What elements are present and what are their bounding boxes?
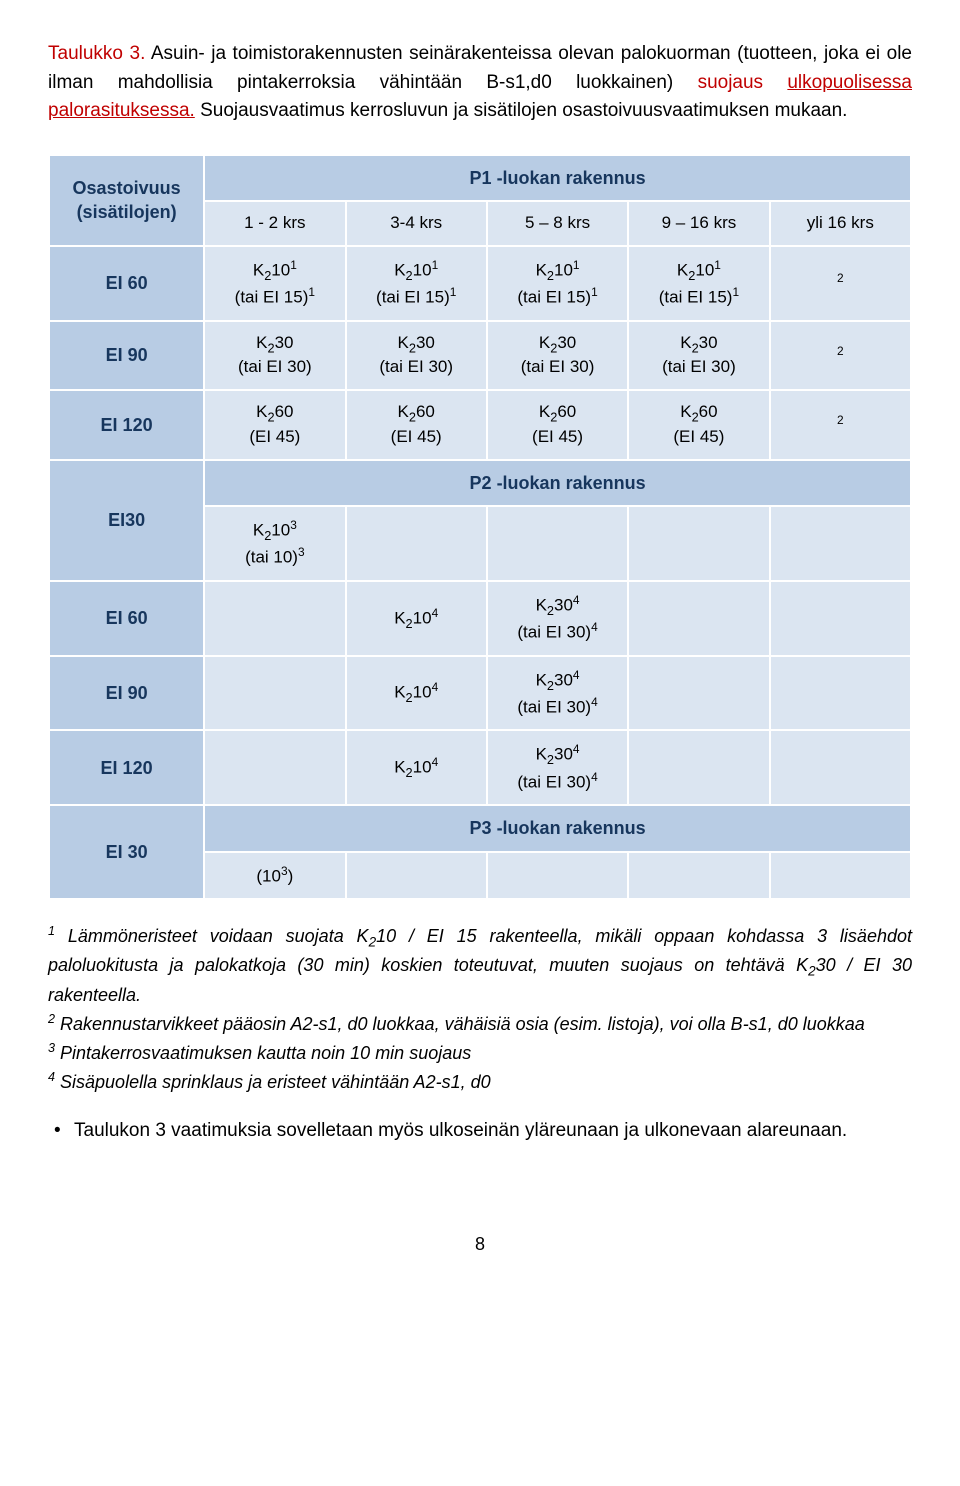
col-header: 3-4 krs — [346, 201, 487, 246]
bullet-note: Taulukon 3 vaatimuksia sovelletaan myös … — [48, 1117, 912, 1145]
table-row: EI 90 K230(tai EI 30) K230(tai EI 30) K2… — [49, 321, 911, 391]
col-header: 5 – 8 krs — [487, 201, 628, 246]
p2-header: P2 -luokan rakennus — [204, 460, 911, 506]
table-row: EI 60 K2104 K2304(tai EI 30)4 — [49, 581, 911, 656]
footnote-1: 1 Lämmöneristeet voidaan suojata K210 / … — [48, 922, 912, 1007]
table-row: EI 60 K2101(tai EI 15)1 K2101(tai EI 15)… — [49, 246, 911, 321]
requirements-table: Osastoivuus (sisätilojen) P1 -luokan rak… — [48, 154, 912, 901]
p1-header: P1 -luokan rakennus — [204, 155, 911, 201]
row-header: Osastoivuus (sisätilojen) — [49, 155, 204, 246]
p3-header: P3 -luokan rakennus — [204, 805, 911, 851]
table-caption: Taulukko 3. Asuin- ja toimistorakennuste… — [48, 40, 912, 126]
col-header: 9 – 16 krs — [628, 201, 769, 246]
footnotes: 1 Lämmöneristeet voidaan suojata K210 / … — [48, 922, 912, 1095]
table-row: EI 90 K2104 K2304(tai EI 30)4 — [49, 656, 911, 731]
footnote-4: 4 Sisäpuolella sprinklaus ja eristeet vä… — [48, 1068, 912, 1095]
footnote-3: 3 Pintakerrosvaatimuksen kautta noin 10 … — [48, 1039, 912, 1066]
table-row: EI 120 K260(EI 45) K260(EI 45) K260(EI 4… — [49, 390, 911, 460]
footnote-2: 2 Rakennustarvikkeet pääosin A2-s1, d0 l… — [48, 1010, 912, 1037]
col-header: 1 - 2 krs — [204, 201, 345, 246]
page-number: 8 — [48, 1234, 912, 1255]
table-row: EI 120 K2104 K2304(tai EI 30)4 — [49, 730, 911, 805]
caption-red: suojaus — [698, 72, 788, 93]
caption-label: Taulukko 3. — [48, 43, 145, 64]
caption-part2: Suojausvaatimus kerrosluvun ja sisätiloj… — [195, 100, 848, 121]
col-header: yli 16 krs — [770, 201, 911, 246]
